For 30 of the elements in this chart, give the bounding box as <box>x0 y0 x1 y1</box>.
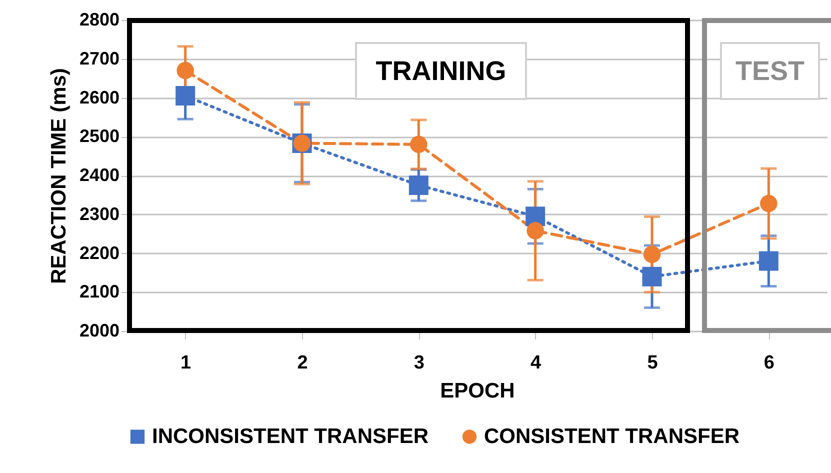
point <box>408 175 428 195</box>
x-tick-label: 1 <box>180 352 192 374</box>
y-axis-title: REACTION TIME (ms) <box>47 68 70 284</box>
x-axis-title: EPOCH <box>440 380 515 402</box>
point <box>410 136 428 154</box>
y-tick-label: 2400 <box>79 165 120 185</box>
point <box>526 222 544 240</box>
point <box>642 266 662 286</box>
y-tick-label: 2300 <box>79 204 120 224</box>
point <box>176 62 194 80</box>
x-tick-label: 5 <box>647 352 658 374</box>
point <box>643 246 661 264</box>
y-tick-label: 2800 <box>79 10 120 30</box>
y-tick-label: 2500 <box>79 126 120 146</box>
y-tick-label: 2200 <box>79 242 120 263</box>
legend-label: CONSISTENT TRANSFER <box>484 424 740 448</box>
y-tick-label: 2000 <box>79 320 120 340</box>
x-tick-label: 2 <box>297 352 308 374</box>
annotation: TEST <box>720 42 820 100</box>
y-tick-label: 2100 <box>79 282 120 302</box>
annotation: TRAINING <box>355 42 527 100</box>
y-tick-label: 2600 <box>79 87 120 108</box>
x-tick-label: 3 <box>414 352 424 374</box>
x-tick-label: 4 <box>530 352 542 374</box>
legend-label: INCONSISTENT TRANSFER <box>152 424 429 448</box>
point <box>760 194 778 212</box>
y-tick-label: 2700 <box>79 48 120 68</box>
x-tick-label: 6 <box>764 352 774 374</box>
point <box>176 86 196 106</box>
point <box>758 251 778 271</box>
